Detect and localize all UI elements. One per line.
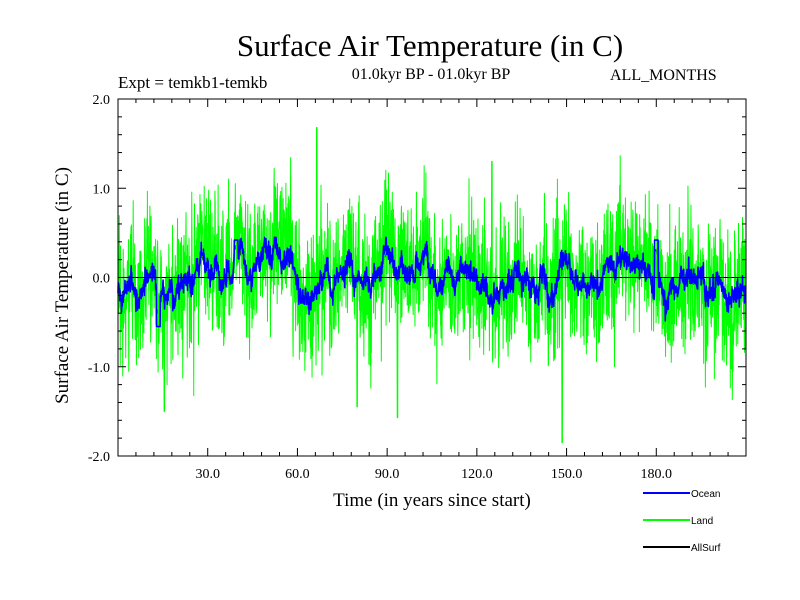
- legend-label-allsurf: AllSurf: [691, 543, 721, 554]
- x-tick-label: 180.0: [641, 467, 673, 482]
- legend-label-land: Land: [691, 516, 713, 527]
- series-layer: [117, 127, 747, 444]
- y-tick-label: 0.0: [93, 272, 111, 287]
- y-tick-label: -2.0: [88, 450, 110, 465]
- x-tick-label: 60.0: [285, 467, 310, 482]
- x-tick-label: 30.0: [195, 467, 220, 482]
- chart-title: Surface Air Temperature (in C): [236, 28, 624, 63]
- ticks-layer: -2.0 -1.0 0.0 1.0 2.0 30.0 60.0 90.0 120.0 150.0 1…: [88, 93, 746, 482]
- legend-label-ocean: Ocean: [691, 489, 720, 500]
- x-tick-label: 150.0: [551, 467, 583, 482]
- y-tick-label: -1.0: [88, 361, 110, 376]
- months-label: ALL_MONTHS: [610, 67, 717, 84]
- period-label: 01.0kyr BP - 01.0kyr BP: [351, 66, 511, 83]
- x-axis-title: Time (in years since start): [333, 490, 531, 511]
- x-tick-label: 90.0: [375, 467, 400, 482]
- y-axis-title: Surface Air Temperature (in C): [52, 167, 73, 404]
- legend: Ocean Land AllSurf: [643, 489, 721, 554]
- x-tick-label: 120.0: [461, 467, 493, 482]
- y-tick-label: 2.0: [93, 93, 111, 108]
- experiment-label: Expt = temkb1-temkb: [118, 73, 268, 92]
- y-tick-label: 1.0: [93, 182, 111, 197]
- series-line-ocean: [117, 236, 747, 328]
